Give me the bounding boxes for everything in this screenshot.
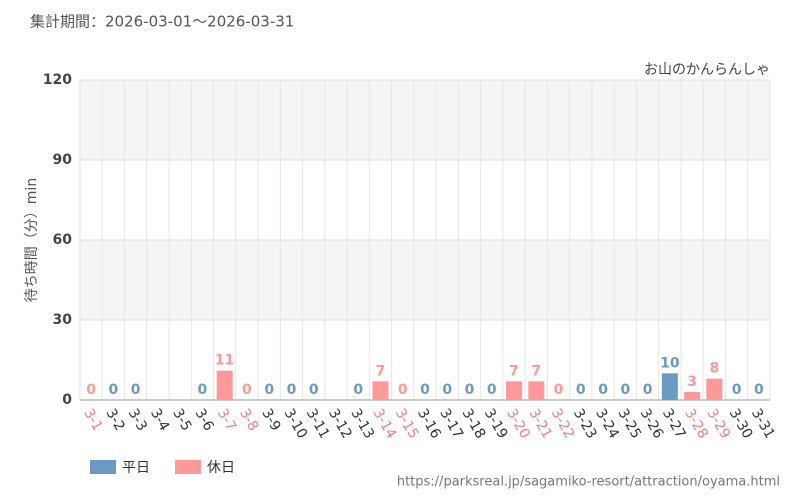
y-axis-label: 待ち時間（分）min	[24, 178, 40, 302]
value-label: 0	[86, 382, 96, 398]
x-tick-label: 3-31	[748, 406, 778, 442]
y-tick-label: 0	[62, 392, 72, 408]
legend-swatch	[90, 460, 116, 474]
value-label: 0	[420, 382, 430, 398]
value-label: 0	[442, 382, 452, 398]
bar	[372, 381, 389, 400]
value-label: 0	[109, 382, 119, 398]
chart-subtitle: お山のかんらんしゃ	[644, 62, 770, 78]
x-tick-label: 3-4	[147, 406, 172, 434]
x-tick-label: 3-6	[191, 406, 216, 434]
value-label: 0	[754, 382, 764, 398]
x-tick-label: 3-2	[102, 406, 127, 434]
value-label: 0	[353, 382, 363, 398]
bar	[661, 373, 678, 400]
y-tick-label: 90	[53, 152, 73, 168]
value-label: 0	[643, 382, 653, 398]
value-label: 0	[554, 382, 564, 398]
value-label: 0	[242, 382, 252, 398]
source: https://parksreal.jp/sagamiko-resort/att…	[397, 475, 780, 490]
value-label: 0	[598, 382, 608, 398]
value-label: 0	[398, 382, 408, 398]
grid-band	[80, 80, 770, 160]
value-label: 0	[620, 382, 630, 398]
x-tick-label: 3-1	[80, 406, 105, 434]
value-label: 3	[687, 374, 697, 390]
legend-label: 休日	[207, 460, 235, 476]
value-label: 0	[465, 382, 475, 398]
legend-label: 平日	[122, 460, 150, 476]
value-label: 0	[487, 382, 497, 398]
value-label: 10	[660, 355, 680, 371]
grid-band	[80, 240, 770, 320]
value-label: 11	[215, 353, 234, 369]
chart-title: 集計期間：2026-03-01〜2026-03-31	[30, 13, 294, 31]
value-label: 0	[309, 382, 319, 398]
value-label: 0	[287, 382, 297, 398]
value-label: 7	[509, 363, 519, 379]
value-label: 0	[198, 382, 208, 398]
value-label: 0	[131, 382, 141, 398]
bar	[684, 392, 701, 400]
value-label: 7	[531, 363, 541, 379]
bar	[506, 381, 523, 400]
x-tick-label: 3-3	[125, 406, 150, 434]
y-tick-label: 30	[53, 312, 73, 328]
value-label: 8	[709, 361, 719, 377]
value-label: 0	[264, 382, 274, 398]
bar	[706, 378, 723, 400]
x-tick-label: 3-9	[258, 406, 283, 434]
x-tick-label: 3-5	[169, 406, 194, 434]
bar	[528, 381, 545, 400]
legend-swatch	[175, 460, 201, 474]
value-label: 7	[376, 363, 386, 379]
x-tick-label: 3-8	[236, 406, 261, 434]
value-label: 0	[576, 382, 586, 398]
y-tick-label: 120	[43, 72, 72, 88]
y-tick-label: 60	[53, 232, 73, 248]
bar	[216, 370, 233, 400]
x-tick-label: 3-7	[214, 406, 239, 434]
value-label: 0	[732, 382, 742, 398]
